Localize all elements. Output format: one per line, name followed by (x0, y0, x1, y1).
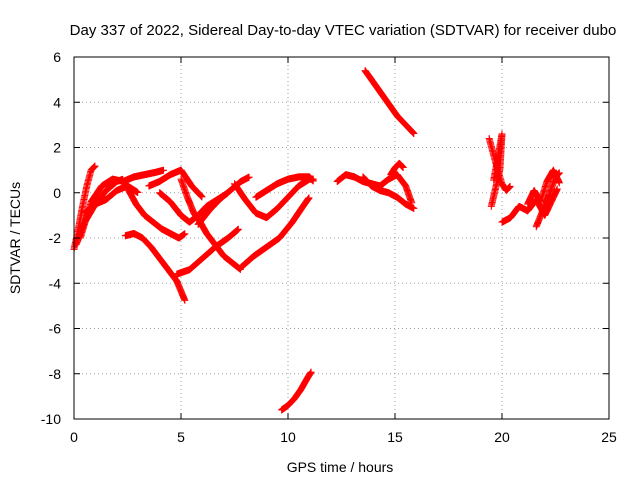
series-arc-19 (361, 67, 418, 138)
data-point (134, 188, 142, 196)
x-axis-label: GPS time / hours (287, 459, 394, 475)
data-point (309, 177, 317, 185)
data-point (305, 194, 313, 202)
x-tick-label: 25 (601, 429, 617, 445)
series-arc-5 (121, 229, 189, 304)
x-tick-label: 5 (177, 429, 185, 445)
series-arc-17 (359, 173, 418, 212)
data-point (181, 230, 189, 238)
series-arc-18 (387, 159, 407, 179)
x-tick-label: 20 (494, 429, 510, 445)
y-tick-label: 6 (53, 49, 61, 65)
y-tick-label: 2 (53, 140, 61, 156)
y-tick-label: -10 (41, 411, 61, 427)
y-axis-label: SDTVAR / TECUs (7, 182, 23, 294)
series-arc-12 (237, 194, 313, 271)
data-point (410, 130, 418, 138)
data-point (307, 368, 315, 376)
data-point (555, 179, 563, 187)
y-tick-label: -4 (49, 275, 62, 291)
series-arc-6 (124, 184, 189, 242)
series-arc-21 (487, 130, 506, 210)
y-tick-label: -2 (49, 230, 62, 246)
data-point (410, 204, 418, 212)
series-arc-3 (76, 166, 167, 242)
data-point (555, 169, 563, 177)
y-tick-label: 0 (53, 185, 61, 201)
series-arc-7 (145, 166, 206, 201)
y-tick-label: -6 (49, 321, 62, 337)
data-point (234, 225, 242, 233)
x-tick-label: 10 (280, 429, 296, 445)
data-point (506, 182, 514, 190)
data-point (553, 185, 561, 193)
series-arc-14 (252, 173, 317, 201)
data-point (490, 176, 498, 184)
y-tick-label: 4 (53, 94, 61, 110)
axis-ticks: 0 5 10 15 20 25 -10 -8 -6 -4 -2 0 2 4 6 (41, 49, 617, 445)
series-arc-15 (278, 368, 315, 414)
series-arc-13 (231, 175, 317, 222)
series-arc-24 (532, 169, 563, 231)
data-point (245, 173, 253, 181)
data-point (159, 166, 167, 174)
y-tick-label: -8 (49, 366, 62, 382)
data-point (399, 163, 407, 171)
data-point (198, 193, 206, 201)
data-points (70, 67, 563, 414)
x-tick-label: 15 (387, 429, 403, 445)
series-arc-1 (70, 162, 99, 253)
data-point (181, 296, 189, 304)
data-point (91, 162, 99, 170)
chart-title: Day 337 of 2022, Sidereal Day-to-day VTE… (70, 22, 617, 39)
x-tick-label: 0 (70, 429, 78, 445)
